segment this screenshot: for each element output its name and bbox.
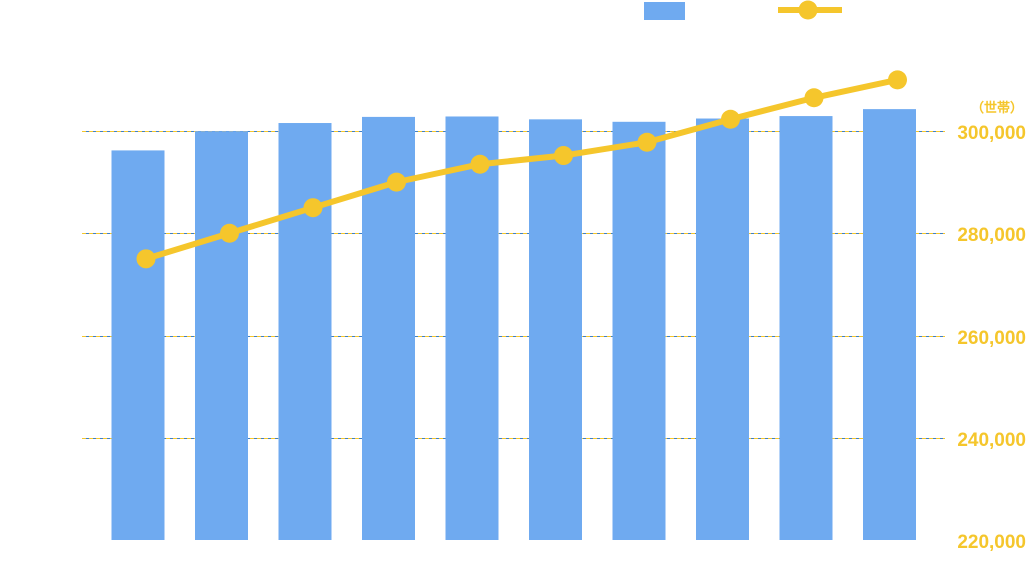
line-point-6 — [554, 146, 573, 166]
right-axis-unit-label: （世帯） — [971, 100, 1023, 116]
right-tick-label-1: 300,000 — [957, 123, 1026, 144]
bar-3 — [278, 123, 332, 541]
right-tick-label-3: 260,000 — [957, 328, 1026, 349]
bar-9 — [779, 116, 833, 540]
line-point-4 — [387, 172, 406, 192]
bar-7 — [612, 121, 666, 540]
line-point-8 — [721, 109, 740, 129]
bar-5 — [445, 116, 499, 540]
line-point-10 — [888, 70, 907, 90]
line-point-7 — [637, 132, 657, 152]
line-point-5 — [470, 154, 490, 174]
line-point-2 — [220, 223, 239, 243]
bar-6 — [529, 119, 582, 541]
legend-line-marker — [798, 0, 818, 20]
right-tick-label-2: 280,000 — [957, 225, 1026, 246]
legend-bar-swatch — [644, 2, 685, 20]
bar-8 — [696, 118, 749, 541]
line-point-3 — [303, 198, 323, 218]
right-axis-tick-labels: 300,000 280,000 260,000 240,000 220,000 — [957, 123, 1026, 553]
line-series — [136, 70, 907, 269]
right-tick-label-4: 240,000 — [957, 430, 1026, 451]
right-tick-label-5: 220,000 — [957, 532, 1026, 553]
line-point-1 — [136, 249, 156, 269]
legend — [644, 0, 842, 20]
bar-1 — [111, 150, 165, 540]
bar-series — [111, 109, 916, 541]
bar-2 — [195, 131, 248, 540]
bar-10 — [863, 109, 916, 540]
line-path — [143, 76, 901, 262]
line-point-9 — [804, 88, 824, 108]
